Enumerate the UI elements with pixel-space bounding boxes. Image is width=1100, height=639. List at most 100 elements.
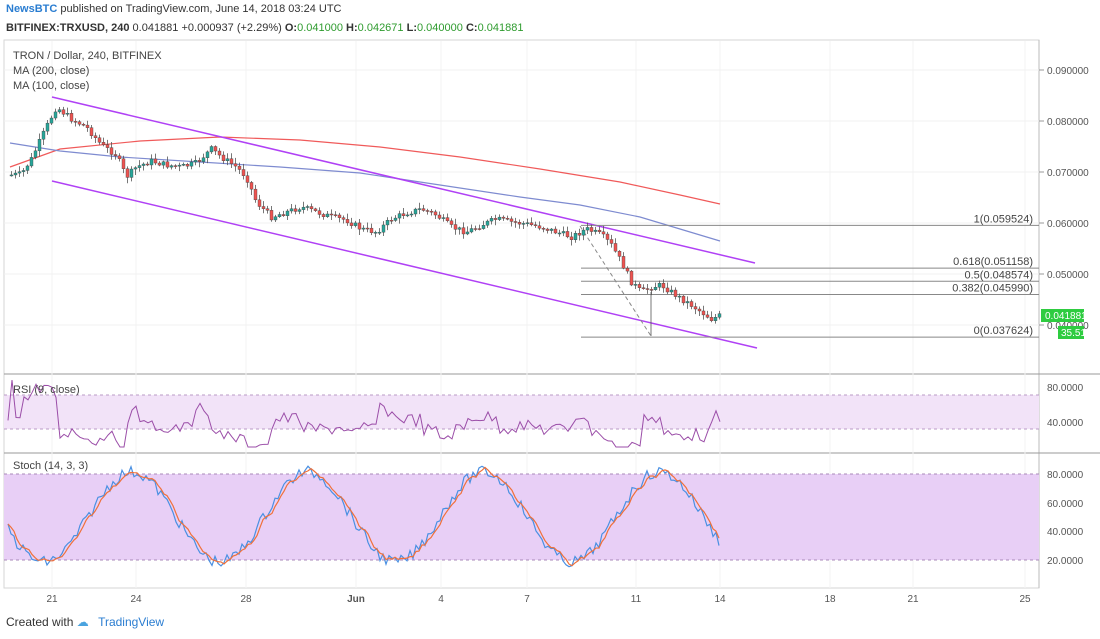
candle-body[interactable] [57,109,62,113]
candle-body[interactable] [393,217,398,221]
trading-chart[interactable]: 1(0.059524)0.618(0.051158)0.5(0.048574)0… [0,37,1100,606]
candle-body[interactable] [265,208,270,211]
candle-body[interactable] [629,270,634,286]
candle-body[interactable] [245,175,250,183]
candle-body[interactable] [145,163,150,166]
candle-body[interactable] [333,214,338,216]
candle-body[interactable] [381,224,386,233]
candle-body[interactable] [197,160,202,162]
candle-body[interactable] [581,229,586,236]
candle-body[interactable] [373,232,378,234]
candle-body[interactable] [353,222,358,226]
candle-body[interactable] [281,214,286,216]
candle-body[interactable] [49,117,54,124]
candle-body[interactable] [293,208,298,212]
candle-body[interactable] [261,206,266,209]
candle-body[interactable] [85,124,90,128]
candle-body[interactable] [177,164,182,167]
candle-body[interactable] [337,214,342,218]
candle-body[interactable] [201,157,206,162]
candle-body[interactable] [53,111,58,119]
candle-body[interactable] [409,213,414,216]
candle-body[interactable] [233,163,238,167]
candle-body[interactable] [649,289,654,291]
candle-body[interactable] [465,231,470,235]
candle-body[interactable] [481,225,486,229]
candle-body[interactable] [565,231,570,238]
candle-body[interactable] [289,208,294,212]
candle-body[interactable] [669,289,674,293]
candle-body[interactable] [117,155,122,159]
candle-body[interactable] [313,208,318,211]
candle-body[interactable] [285,210,290,216]
candle-body[interactable] [513,221,518,223]
candle-body[interactable] [509,218,514,222]
candle-body[interactable] [609,239,614,244]
candle-body[interactable] [105,144,110,148]
candle-body[interactable] [529,222,534,225]
candle-body[interactable] [185,164,190,167]
candle-body[interactable] [553,228,558,234]
candle-body[interactable] [345,219,350,224]
candle-body[interactable] [193,160,198,163]
candle-body[interactable] [517,222,522,225]
candle-body[interactable] [633,284,638,286]
candle-body[interactable] [133,167,138,170]
candle-body[interactable] [585,227,590,231]
candle-body[interactable] [161,161,166,166]
candle-body[interactable] [401,213,406,216]
candle-body[interactable] [325,213,330,217]
candle-body[interactable] [301,206,306,210]
candle-body[interactable] [141,163,146,166]
candle-body[interactable] [217,150,222,156]
candle-body[interactable] [121,158,126,169]
candle-body[interactable] [341,217,346,220]
candle-body[interactable] [489,218,494,222]
candle-body[interactable] [485,220,490,226]
candle-body[interactable] [449,220,454,225]
candle-body[interactable] [521,223,526,225]
candle-body[interactable] [617,250,622,257]
rsi-line[interactable] [7,379,721,448]
candle-body[interactable] [533,224,538,226]
candle-body[interactable] [601,231,606,235]
candle-body[interactable] [613,243,618,252]
channel-upper-line[interactable] [51,96,756,264]
candle-body[interactable] [13,172,18,176]
candle-body[interactable] [377,231,382,234]
candle-body[interactable] [413,208,418,215]
candle-body[interactable] [137,165,142,168]
candle-body[interactable] [501,216,506,219]
author-link[interactable]: NewsBTC [6,3,58,15]
candle-body[interactable] [417,208,422,210]
candle-body[interactable] [25,165,30,171]
candle-body[interactable] [681,295,686,304]
candle-body[interactable] [453,224,458,230]
candle-body[interactable] [429,210,434,213]
candle-body[interactable] [425,210,430,212]
candle-body[interactable] [309,206,314,210]
candle-body[interactable] [181,164,186,166]
candle-body[interactable] [597,229,602,232]
candle-body[interactable] [101,142,106,145]
candle-body[interactable] [305,206,310,208]
candle-body[interactable] [205,151,210,158]
candle-body[interactable] [269,210,274,221]
candle-body[interactable] [653,286,658,290]
ma200-line[interactable] [9,136,721,205]
candle-body[interactable] [497,216,502,220]
candle-body[interactable] [97,137,102,143]
candle-body[interactable] [125,168,130,178]
candle-body[interactable] [673,289,678,297]
candle-body[interactable] [357,222,362,230]
candle-body[interactable] [297,209,302,212]
candle-body[interactable] [229,158,234,164]
candle-body[interactable] [561,231,566,234]
candle-body[interactable] [237,165,242,170]
candle-body[interactable] [173,165,178,167]
candle-body[interactable] [17,171,22,174]
candle-body[interactable] [505,218,510,220]
candle-body[interactable] [365,227,370,230]
candle-body[interactable] [709,317,714,321]
candle-body[interactable] [189,161,194,167]
